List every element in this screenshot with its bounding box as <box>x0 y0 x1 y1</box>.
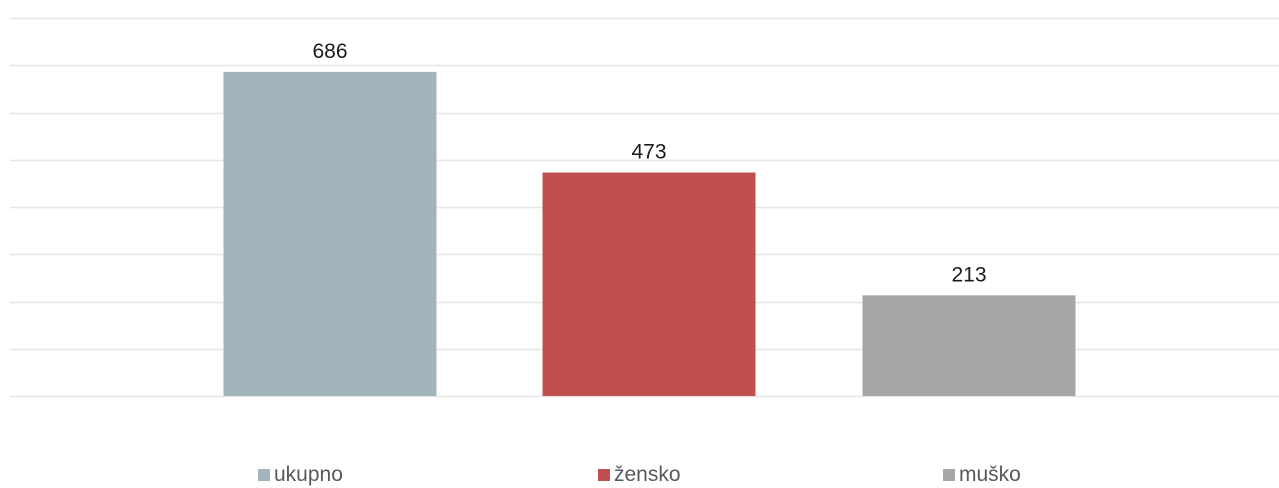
legend-label-zensko: žensko <box>614 463 681 486</box>
data-label-1: 473 <box>631 141 666 164</box>
legend-item-musko: muško <box>943 461 1021 488</box>
bar-1 <box>542 172 756 396</box>
legend-label-musko: muško <box>959 463 1021 486</box>
bar-0 <box>223 71 437 397</box>
legend-label-ukupno: ukupno <box>274 463 343 486</box>
legend-item-ukupno: ukupno <box>258 461 343 488</box>
legend-swatch-zensko <box>598 468 610 481</box>
legend-swatch-ukupno <box>258 468 270 481</box>
bar-2 <box>862 295 1076 396</box>
legend: ukupno žensko muško <box>0 461 1279 488</box>
legend-swatch-musko <box>943 468 955 481</box>
data-label-0: 686 <box>312 40 347 63</box>
legend-item-zensko: žensko <box>598 461 681 488</box>
data-label-2: 213 <box>951 263 986 286</box>
